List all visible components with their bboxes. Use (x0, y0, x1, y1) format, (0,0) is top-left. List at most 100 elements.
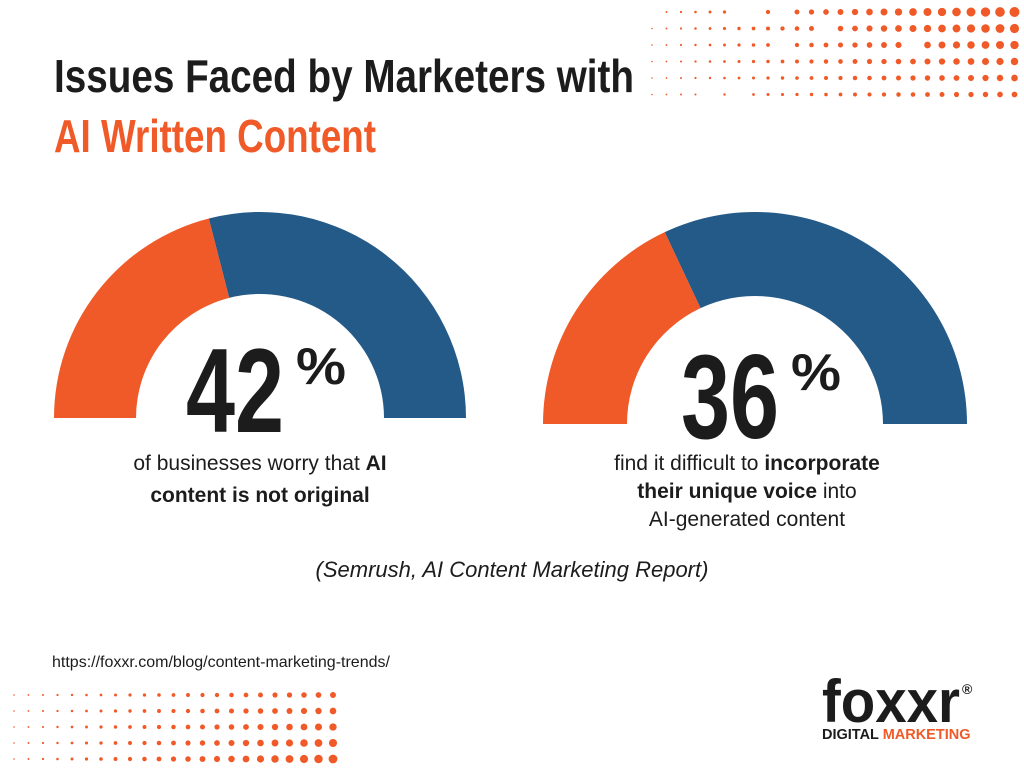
decor-dot (709, 11, 712, 14)
logo-mark: ® (962, 681, 973, 697)
decor-dot (824, 93, 828, 97)
decor-dot (1010, 41, 1018, 49)
decor-dot (157, 757, 162, 762)
decor-dot (838, 76, 842, 80)
decor-dot (157, 725, 161, 729)
decor-dot (100, 710, 103, 713)
decor-dot (71, 694, 73, 696)
decor-dot (982, 58, 989, 65)
decor-dot (128, 709, 131, 712)
decor-dot (867, 76, 872, 81)
decor-dot (28, 710, 30, 712)
caption-line: their unique voice into (637, 480, 856, 503)
decor-dot (924, 58, 930, 64)
decor-dot (810, 76, 814, 80)
decor-dot (882, 76, 887, 81)
decor-dot (939, 58, 945, 64)
decor-dot (680, 77, 682, 79)
decor-dot (186, 725, 191, 730)
decor-dot (996, 24, 1005, 33)
decor-dot (694, 93, 696, 95)
decor-dot (723, 60, 726, 63)
decor-dot (895, 42, 901, 48)
decor-dot (42, 726, 44, 728)
decor-dot (967, 24, 975, 32)
decor-dot (968, 92, 973, 97)
decor-dot (215, 709, 220, 714)
decor-dot (680, 60, 682, 62)
decor-dot (882, 92, 886, 96)
decor-dot (996, 41, 1004, 49)
decor-dot (752, 60, 755, 63)
decor-dot (953, 58, 960, 65)
decor-dot (13, 694, 15, 696)
decor-dot (853, 59, 858, 64)
decor-dot (723, 93, 725, 95)
decor-dot (71, 726, 74, 729)
decor-dot (909, 8, 917, 16)
decor-dot (228, 756, 235, 763)
decor-dot (938, 8, 946, 16)
decor-dot (810, 93, 813, 96)
value-unit: % (791, 344, 841, 402)
decor-dot (838, 9, 844, 15)
decor-dot (157, 693, 161, 697)
decor-dot (651, 77, 653, 79)
title: Issues Faced by Marketers with (54, 50, 634, 102)
decor-dot (1010, 24, 1019, 33)
decor-dot (300, 739, 307, 746)
decor-dot (272, 724, 278, 730)
decor-dot (85, 710, 88, 713)
logo: foxxr ® DIGITAL MARKETING (822, 668, 973, 743)
decor-dot (243, 724, 249, 730)
decor-dot (795, 93, 798, 96)
decor-dot (42, 694, 44, 696)
decor-dot (13, 710, 15, 712)
decor-dot (867, 92, 871, 96)
decor-dot (651, 44, 653, 46)
decor-dot (983, 92, 988, 97)
caption-line: of businesses worry that AI (133, 452, 386, 475)
caption-line: find it difficult to incorporate (614, 452, 880, 475)
decor-dot (737, 60, 740, 63)
decor-dot (28, 742, 30, 744)
title-highlight: AI Written Content (54, 110, 376, 162)
decor-dot (1010, 7, 1020, 17)
decor-dot (99, 725, 102, 728)
decor-dot (924, 25, 931, 32)
decor-dot (925, 92, 930, 97)
decor-dot (911, 92, 916, 97)
decor-dot (795, 10, 800, 15)
decor-dot (968, 75, 974, 81)
decor-dot (315, 708, 321, 714)
decor-dot (272, 740, 279, 747)
decor-dot (781, 76, 784, 79)
decor-dot (128, 757, 132, 761)
decor-dot (315, 739, 323, 747)
decor-dot (651, 94, 653, 96)
decor-dot (185, 740, 190, 745)
decor-dot (967, 41, 975, 49)
decor-dot (680, 94, 682, 96)
decor-dot (287, 692, 292, 697)
decor-dot (895, 8, 902, 15)
decor-dot (128, 725, 132, 729)
decor-dot (114, 741, 118, 745)
decor-dot (316, 692, 322, 698)
decor-dot (809, 9, 814, 14)
decor-dot (709, 44, 712, 47)
decor-dot (42, 742, 44, 744)
decor-dot (996, 58, 1003, 65)
decor-dot (723, 77, 726, 80)
decor-dot (954, 75, 960, 81)
decor-dot (56, 694, 58, 696)
caption-part: of businesses worry that (133, 452, 365, 475)
decor-dot (752, 43, 755, 46)
decor-dot (939, 42, 946, 49)
decor-dot (200, 724, 205, 729)
decor-dot (1011, 75, 1018, 82)
decor-dot (666, 94, 668, 96)
decor-dot (824, 59, 828, 63)
decor-dot (28, 758, 30, 760)
decor-dot (214, 740, 220, 746)
